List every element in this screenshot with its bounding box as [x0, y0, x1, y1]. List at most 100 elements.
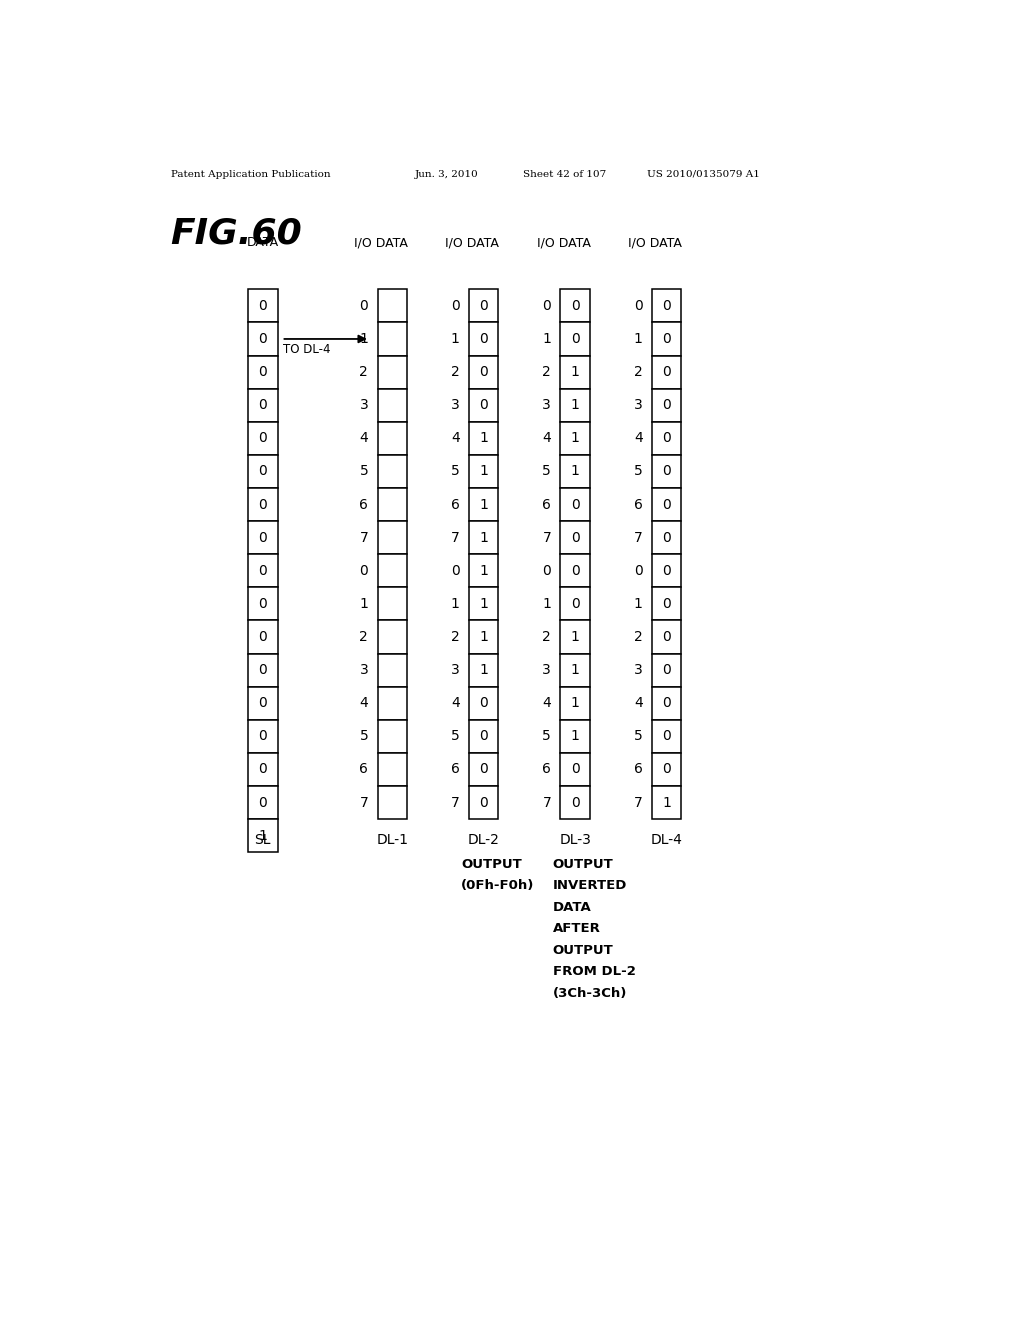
Bar [378, 521, 407, 554]
Bar [652, 719, 681, 752]
Text: 0: 0 [543, 564, 551, 578]
Bar [469, 455, 499, 488]
Text: 0: 0 [570, 331, 580, 346]
Text: 4: 4 [543, 696, 551, 710]
Text: 0: 0 [258, 663, 267, 677]
Bar [248, 620, 278, 653]
Text: I/O DATA: I/O DATA [628, 236, 682, 249]
Bar [378, 455, 407, 488]
Bar [560, 521, 590, 554]
Bar [652, 322, 681, 355]
Text: 0: 0 [258, 531, 267, 545]
Text: 7: 7 [451, 531, 460, 545]
Text: 0: 0 [663, 498, 671, 512]
Text: 1: 1 [479, 432, 488, 445]
Text: 6: 6 [543, 498, 551, 512]
Bar [248, 521, 278, 554]
Text: Sheet 42 of 107: Sheet 42 of 107 [523, 170, 606, 180]
Bar [248, 422, 278, 455]
Text: Patent Application Publication: Patent Application Publication [171, 170, 331, 180]
Text: 4: 4 [359, 432, 369, 445]
Text: OUTPUT: OUTPUT [553, 944, 613, 957]
Text: 1: 1 [479, 465, 488, 478]
Text: 0: 0 [359, 564, 369, 578]
Text: 0: 0 [570, 796, 580, 809]
Text: OUTPUT: OUTPUT [461, 858, 522, 871]
Text: 4: 4 [359, 696, 369, 710]
Bar [652, 653, 681, 686]
Text: 0: 0 [570, 298, 580, 313]
Text: 7: 7 [634, 531, 643, 545]
Bar [469, 686, 499, 719]
Text: 1: 1 [359, 597, 369, 611]
Text: 1: 1 [451, 597, 460, 611]
Text: 0: 0 [663, 399, 671, 412]
Text: DATA: DATA [553, 900, 592, 913]
Text: 1: 1 [479, 597, 488, 611]
Bar [469, 422, 499, 455]
Bar [560, 587, 590, 620]
Bar [248, 355, 278, 388]
Bar [248, 322, 278, 355]
Text: FROM DL-2: FROM DL-2 [553, 965, 636, 978]
Bar [560, 554, 590, 587]
Text: OUTPUT: OUTPUT [553, 858, 613, 871]
Bar [248, 653, 278, 686]
Bar [652, 488, 681, 521]
Text: 6: 6 [451, 498, 460, 512]
Bar [248, 818, 278, 853]
Bar [248, 289, 278, 322]
Bar [560, 653, 590, 686]
Bar [378, 554, 407, 587]
Bar [560, 422, 590, 455]
Text: 0: 0 [258, 564, 267, 578]
Text: 2: 2 [543, 630, 551, 644]
Text: 2: 2 [359, 366, 369, 379]
Text: 0: 0 [570, 498, 580, 512]
Bar [652, 587, 681, 620]
Bar [652, 355, 681, 388]
Text: 0: 0 [451, 564, 460, 578]
Bar [560, 752, 590, 785]
Bar [560, 322, 590, 355]
Text: 7: 7 [543, 531, 551, 545]
Text: 1: 1 [570, 399, 580, 412]
Text: 1: 1 [451, 331, 460, 346]
Bar [378, 388, 407, 422]
Bar [469, 355, 499, 388]
Bar [560, 686, 590, 719]
Text: 0: 0 [359, 298, 369, 313]
Text: 3: 3 [451, 663, 460, 677]
Text: 1: 1 [479, 531, 488, 545]
Text: 0: 0 [663, 729, 671, 743]
Text: 7: 7 [451, 796, 460, 809]
Text: 3: 3 [359, 663, 369, 677]
Text: 2: 2 [634, 630, 643, 644]
Text: 1: 1 [570, 366, 580, 379]
Text: 6: 6 [543, 763, 551, 776]
Text: 0: 0 [634, 298, 643, 313]
Bar [378, 785, 407, 818]
Bar [560, 488, 590, 521]
Text: 5: 5 [451, 729, 460, 743]
Text: 7: 7 [634, 796, 643, 809]
Text: 0: 0 [258, 366, 267, 379]
Text: 7: 7 [359, 531, 369, 545]
Text: 5: 5 [543, 729, 551, 743]
Text: INVERTED: INVERTED [553, 879, 627, 892]
Bar [248, 686, 278, 719]
Text: 0: 0 [663, 331, 671, 346]
Bar [378, 653, 407, 686]
Text: DL-1: DL-1 [376, 833, 409, 847]
Text: 2: 2 [451, 630, 460, 644]
Text: 1: 1 [570, 696, 580, 710]
Text: 0: 0 [258, 763, 267, 776]
Text: 3: 3 [359, 399, 369, 412]
Text: I/O DATA: I/O DATA [537, 236, 591, 249]
Bar [560, 785, 590, 818]
Text: 0: 0 [258, 696, 267, 710]
Text: 6: 6 [634, 763, 643, 776]
Text: 1: 1 [479, 498, 488, 512]
Bar [652, 289, 681, 322]
Text: 0: 0 [479, 298, 488, 313]
